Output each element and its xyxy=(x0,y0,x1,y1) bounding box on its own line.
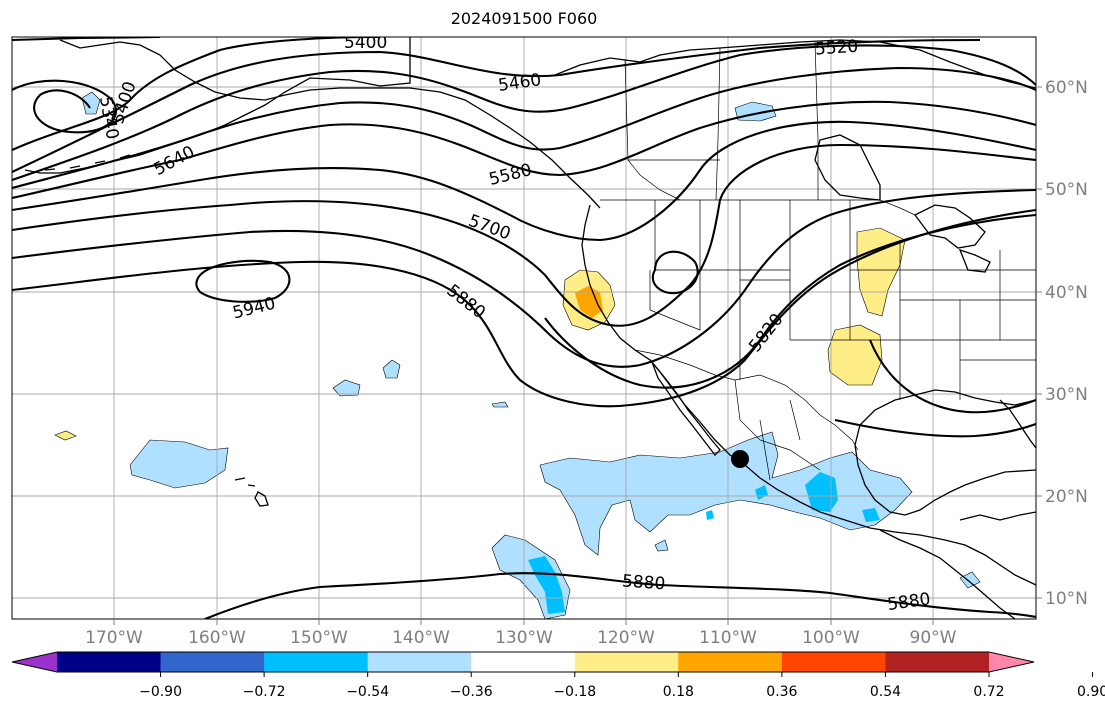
colorbar-tick-label: 0.18 xyxy=(663,684,694,700)
contour-5400 xyxy=(12,37,381,151)
contour-5700 xyxy=(12,120,1036,242)
colorbar-tick-label: −0.90 xyxy=(139,684,182,700)
contour-5580 xyxy=(12,66,1036,190)
contour-label: 5880 xyxy=(621,571,666,594)
map-title: 2024091500 F060 xyxy=(450,9,598,28)
contour-5820-south xyxy=(544,213,1036,389)
us-mexico-border xyxy=(634,349,859,451)
lat-label: 20°N xyxy=(1045,487,1088,507)
colorbar-extend-max xyxy=(989,652,1034,672)
contour-5760 xyxy=(12,143,1036,327)
lon-label: 120°W xyxy=(597,628,655,648)
colorbar-swatch xyxy=(678,652,783,672)
mexico-states xyxy=(734,379,821,481)
neg-anomaly-small-3 xyxy=(491,401,509,408)
colorbar-swatch xyxy=(781,652,886,672)
contour-5880-gulf xyxy=(834,418,1036,438)
colorbar-swatch xyxy=(574,652,679,672)
great-lakes xyxy=(914,204,991,273)
colorbar-swatch xyxy=(160,652,265,672)
colorbar-swatch xyxy=(57,652,162,672)
neg-anomaly-small-2 xyxy=(382,359,401,379)
colorbar-swatch xyxy=(471,652,576,672)
longitude-labels: 170°W 160°W 150°W 140°W 130°W 120°W 110°… xyxy=(85,619,957,648)
colorbar-ticks: −0.90 −0.72 −0.54 −0.36 −0.18 0.18 0.36 0.54 0.7… xyxy=(139,672,1105,700)
us-canada-border xyxy=(600,199,916,216)
neg-anomaly-mexico-pacific xyxy=(539,431,913,556)
location-marker xyxy=(731,450,749,468)
colorbar-outline xyxy=(11,651,1035,673)
pos-anomaly-texas xyxy=(827,324,883,386)
florida-coast xyxy=(999,399,1036,449)
contour-5340 xyxy=(12,79,118,134)
colorbar-tick-label: 0.54 xyxy=(870,684,901,700)
contour-5880-east xyxy=(869,339,1036,414)
contour-5460 xyxy=(12,38,981,173)
colorbar: −0.90 −0.72 −0.54 −0.36 −0.18 0.18 0.36 0.54 0.7… xyxy=(11,651,1105,700)
hawaii-islands xyxy=(234,477,269,507)
neg-anomaly-small-4 xyxy=(654,539,669,552)
lon-label: 170°W xyxy=(85,628,143,648)
colorbar-swatch xyxy=(264,652,369,672)
canada-provinces xyxy=(624,41,819,201)
central-america-coast xyxy=(879,511,1036,619)
contour-label: 5400 xyxy=(344,33,387,53)
lon-label: 100°W xyxy=(802,628,860,648)
colorbar-tick-label: 0.90 xyxy=(1077,684,1105,700)
contour-high-center xyxy=(651,250,699,295)
colorbar-tick-label: 0.72 xyxy=(973,684,1004,700)
baja-california xyxy=(651,361,721,456)
neg-anomaly-hawaii xyxy=(129,439,229,489)
alaska-coast xyxy=(24,37,601,209)
lat-label: 10°N xyxy=(1045,589,1088,609)
lat-label: 30°N xyxy=(1045,385,1088,405)
contour-5880-south xyxy=(204,572,1036,619)
lon-label: 130°W xyxy=(495,628,553,648)
colorbar-swatch xyxy=(885,652,990,672)
lon-label: 150°W xyxy=(290,628,348,648)
us-state-lines xyxy=(649,200,1036,400)
contour-5820-nw xyxy=(12,188,1036,368)
contour-5520 xyxy=(12,44,1036,181)
lon-label: 140°W xyxy=(392,628,450,648)
pos-anomaly-plains xyxy=(856,227,906,317)
map-area: 5400 5520 5460 5340 5400 5640 5580 5700 … xyxy=(12,33,1036,619)
lat-label: 60°N xyxy=(1045,78,1088,98)
colorbar-swatch xyxy=(367,652,472,672)
contour-5640 xyxy=(12,100,1036,200)
lon-label: 110°W xyxy=(699,628,757,648)
colorbar-tick-label: −0.72 xyxy=(243,684,286,700)
neg-core-1 xyxy=(805,472,838,512)
contour-5940-high xyxy=(195,259,291,303)
us-west-coast xyxy=(581,204,1036,586)
neg-anomaly-small-1 xyxy=(332,379,361,397)
neg-core-2 xyxy=(528,556,565,614)
lat-label: 40°N xyxy=(1045,283,1088,303)
colorbar-tick-label: 0.36 xyxy=(766,684,797,700)
colorbar-tick-label: −0.54 xyxy=(346,684,389,700)
coastlines xyxy=(24,37,1036,619)
latitude-labels: 60°N 50°N 40°N 30°N 20°N 10°N xyxy=(1036,78,1088,609)
lon-label: 90°W xyxy=(910,628,957,648)
contour-5880 xyxy=(12,208,1036,408)
lat-label: 50°N xyxy=(1045,180,1088,200)
pos-anomaly-pacific-small xyxy=(54,430,77,441)
contour-label: 5520 xyxy=(814,37,859,60)
colorbar-tick-label: −0.18 xyxy=(553,684,596,700)
gulf-of-mexico-coast xyxy=(854,389,1036,516)
colorbar-tick-label: −0.36 xyxy=(450,684,493,700)
lon-label: 160°W xyxy=(188,628,246,648)
neg-anomaly-small-5 xyxy=(959,571,981,589)
colorbar-swatches xyxy=(11,651,1035,673)
neg-anomaly-bering xyxy=(81,91,101,115)
shaded-anomalies xyxy=(54,91,981,619)
neg-core-5 xyxy=(706,510,714,520)
political-borders xyxy=(409,37,1036,481)
height-contours xyxy=(12,37,1036,619)
pos-core-california xyxy=(575,286,603,318)
colorbar-extend-min xyxy=(12,652,57,672)
neg-core-3 xyxy=(862,508,880,522)
